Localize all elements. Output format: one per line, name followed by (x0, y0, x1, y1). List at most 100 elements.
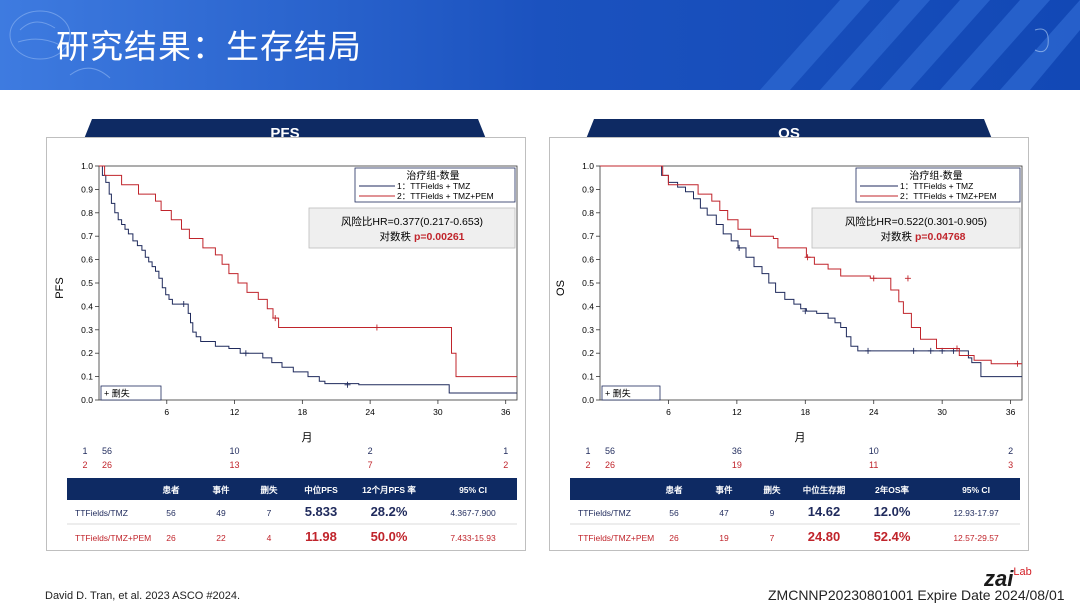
os-table-cell: TTFields/TMZ+PEM (578, 533, 654, 543)
pfs-censor-legend: + 删失 (100, 385, 162, 401)
pfs-censor-label: + 删失 (104, 388, 130, 399)
os-y-tick-label: 0.4 (582, 301, 594, 311)
pfs-x-tick-label: 18 (298, 407, 308, 417)
pfs-table-cell: 49 (216, 508, 226, 518)
os-x-tick-label: 30 (937, 407, 947, 417)
pfs-y-axis: 0.0 0.1 0.2 0.3 0.4 0.5 0.6 0.7 0.8 0.9 1.0 (81, 161, 99, 405)
pfs-y-tick-label: 0.1 (81, 372, 93, 382)
pfs-risk-value: 13 (230, 460, 240, 470)
os-censor-mark-arm2 (953, 345, 960, 352)
pfs-risk-value: 26 (102, 460, 112, 470)
pfs-x-tick-label: 30 (433, 407, 443, 417)
pfs-km-chart: 0.00.10.20.30.40.50.60.70.80.91.0 6 12 18 2… (54, 161, 518, 544)
company-logo: zaiLab (984, 566, 1032, 592)
pfs-censor-mark-arm2 (373, 324, 380, 331)
pfs-risk-row-label: 2 (82, 460, 87, 470)
os-x-tick-label: 36 (1006, 407, 1016, 417)
os-legend-title: 治疗组-数量 (909, 169, 962, 182)
pfs-curves (99, 165, 517, 394)
pfs-table-cell: 5.833 (305, 504, 338, 519)
os-table-cell: 24.80 (808, 529, 841, 544)
pfs-y-tick-label: 0.9 (81, 184, 93, 194)
os-results-table: 患者 事件 删失 中位生存期 2年OS率 95% CI TTFields/TMZ 56 47 9 1… (570, 478, 1020, 544)
os-y-axis-label: OS (555, 280, 567, 296)
pfs-y-tick-label: 0.0 (81, 395, 93, 405)
pfs-y-tick-label: 0.2 (81, 348, 93, 358)
os-hr-box: 风险比HR=0.522(0.301-0.905) 对数秩 p=0.04768 (811, 207, 1021, 249)
os-risk-value: 36 (732, 446, 742, 456)
os-y-tick-label: 0.6 (582, 255, 594, 265)
os-y-axis: 0.0 0.1 0.2 0.3 0.4 0.5 0.6 0.7 0.8 0.9 1.0 (582, 161, 600, 405)
pfs-table-cell: 50.0% (371, 529, 408, 544)
pfs-x-tick-label: 12 (230, 407, 240, 417)
os-table-cell: 26 (669, 533, 679, 543)
pfs-y-tick-label: 0.3 (81, 325, 93, 335)
os-curve-arm2 (600, 165, 1022, 365)
os-table-cell: 14.62 (808, 504, 841, 519)
os-risk-value: 11 (869, 460, 878, 470)
pfs-y-tick-label: 0.8 (81, 208, 93, 218)
os-table-header: 95% CI (962, 485, 990, 495)
pfs-y-axis-label: PFS (54, 277, 66, 298)
pfs-table-header: 患者 (162, 485, 180, 495)
os-table-header: 事件 (715, 485, 733, 495)
pfs-risk-value: 7 (368, 460, 373, 470)
os-risk-value: 26 (605, 460, 615, 470)
os-x-axis: 6 12 18 24 30 36 (666, 400, 1016, 417)
pfs-table-cell: 56 (166, 508, 176, 518)
os-y-tick-label: 0.5 (582, 278, 594, 288)
os-table-cell: 19 (719, 533, 729, 543)
os-table-cell: 12.93-17.97 (953, 508, 999, 518)
pfs-legend-arm2: 2：TTFields + TMZ+PEM (397, 191, 494, 201)
document-code: ZMCNNP20230801001 Expire Date 2024/08/01 (768, 587, 1065, 603)
pfs-y-tick-label: 0.6 (81, 255, 93, 265)
pfs-y-tick-label: 0.5 (81, 278, 93, 288)
pfs-panel: 0.0 0.1 0.2 0.3 0.4 0.5 0.6 0.7 0.8 0.9 1.0 6 12 18 2… (46, 137, 526, 551)
pfs-table-cell: 7 (267, 508, 272, 518)
pfs-y-tick-label: 0.4 (81, 301, 93, 311)
pfs-legend: 治疗组-数量 1：TTFields + TMZ 2：TTFields + TMZ… (354, 167, 516, 203)
pfs-table-cell: TTFields/TMZ+PEM (75, 533, 151, 543)
pfs-y-tick-label: 0.7 (81, 231, 93, 241)
pfs-risk-value: 1 (503, 446, 508, 456)
os-y-tick-label: 0.1 (582, 372, 594, 382)
os-curve-arm1 (600, 165, 1022, 378)
pfs-table-cell: 26 (166, 533, 176, 543)
os-censor-label: + 删失 (605, 388, 631, 399)
os-table-cell: 56 (669, 508, 679, 518)
pfs-legend-title: 治疗组-数量 (406, 169, 459, 182)
os-censor-mark-arm1 (802, 308, 809, 315)
os-table-header: 患者 (665, 485, 683, 495)
pfs-x-tick-label: 36 (501, 407, 511, 417)
os-table-cell: 9 (770, 508, 775, 518)
os-table-cell: 52.4% (874, 529, 911, 544)
pfs-table-header: 删失 (260, 485, 278, 495)
page-title: 研究结果：生存结局 (56, 27, 362, 66)
os-p-value: p=0.04768 (915, 231, 966, 243)
os-y-tick-label: 0.3 (582, 325, 594, 335)
os-risk-value: 10 (869, 446, 879, 456)
os-risk-value: 56 (605, 446, 615, 456)
os-y-tick-label: 0.7 (582, 231, 594, 241)
os-x-tick-label: 6 (666, 407, 671, 417)
pfs-risk-row-label: 1 (82, 446, 87, 456)
os-x-tick-label: 18 (801, 407, 811, 417)
os-risk-table: 1 56 36 10 2 2 26 19 11 3 (585, 446, 1013, 470)
pfs-hr-text: 风险比HR=0.377(0.217-0.653) (341, 215, 483, 228)
pfs-p-label: 对数秩 (380, 230, 412, 243)
os-x-tick-label: 12 (732, 407, 742, 417)
pfs-censor-mark-arm1 (242, 350, 249, 357)
pfs-results-table: 患者 事件 删失 中位PFS 12个月PFS 率 95% CI TTFields/TMZ 56… (67, 478, 517, 544)
pfs-risk-value: 2 (503, 460, 508, 470)
os-y-tick-label: 0.9 (582, 184, 594, 194)
citation: David D. Tran, et al. 2023 ASCO #2024. (45, 590, 241, 602)
pfs-risk-table: 1 56 10 2 1 2 26 13 7 2 (82, 446, 508, 470)
pfs-censor-mark-arm2 (272, 315, 279, 322)
header-decoration (0, 0, 1080, 90)
os-y-tick-label: 1.0 (582, 161, 594, 171)
pfs-curve-arm2 (99, 165, 517, 378)
logo-main: zai (984, 566, 1014, 591)
logo-sub: Lab (1013, 566, 1032, 578)
os-km-chart: 0.00.10.20.30.40.50.60.70.80.91.0 6 12 18 2… (555, 161, 1023, 544)
pfs-table-header: 95% CI (459, 485, 487, 495)
